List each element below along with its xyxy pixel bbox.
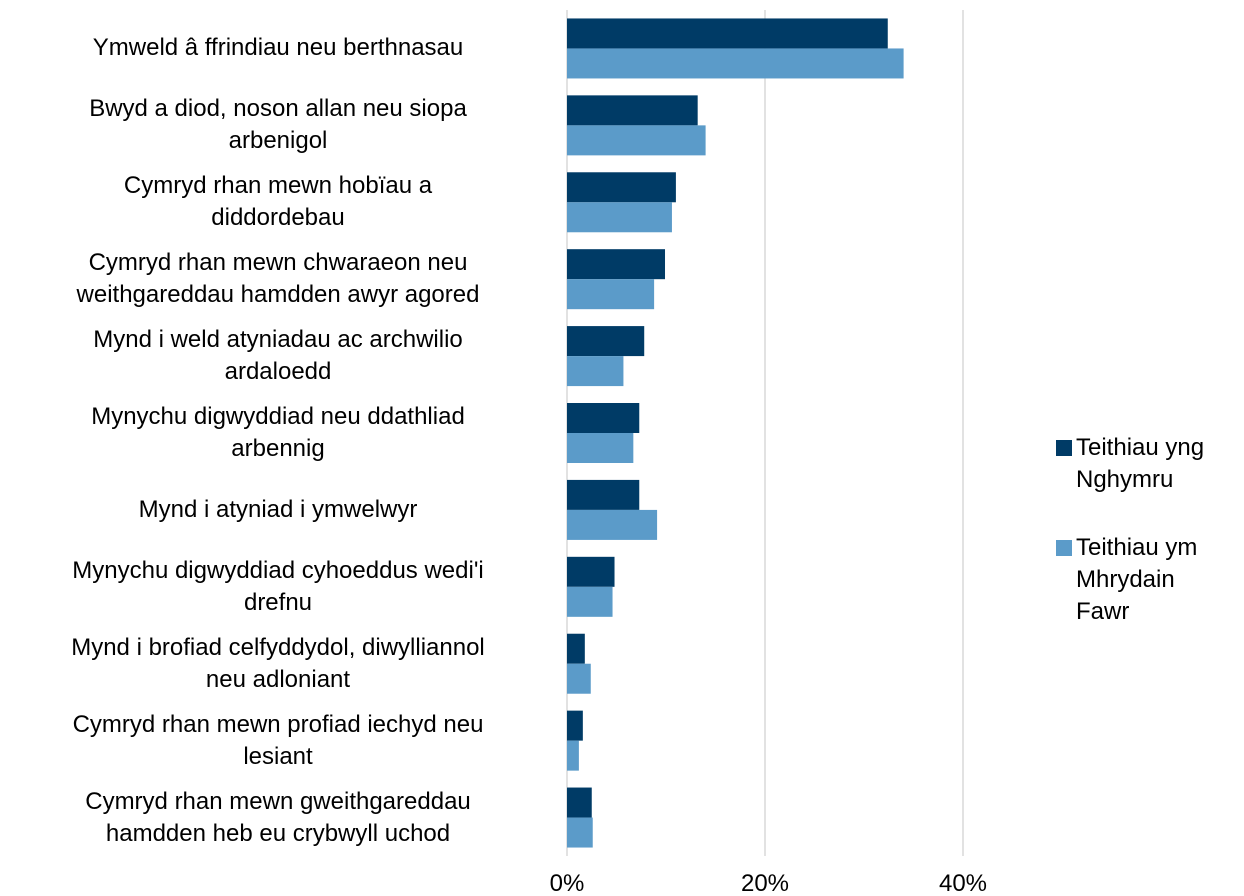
bar	[567, 326, 645, 357]
bar	[567, 172, 676, 203]
bar	[567, 710, 583, 741]
legend-swatch	[1056, 540, 1072, 556]
bar	[567, 18, 888, 49]
bar	[567, 95, 698, 126]
category-label: Cymryd rhan mewn profiad iechyd neu lesi…	[72, 710, 484, 770]
bar	[567, 509, 658, 540]
category-label: Bwyd a diod, noson allan neu siopa arben…	[89, 95, 467, 155]
category-label: Mynd i atyniad i ymwelwyr	[138, 495, 418, 523]
x-tick-label: 20%	[740, 870, 790, 896]
category-label: Mynychu digwyddiad neu ddathliad arbenni…	[91, 403, 465, 462]
bar	[567, 202, 672, 233]
bar	[567, 740, 579, 771]
category-label: Mynychu digwyddiad cyhoeddus wedi'i dref…	[72, 556, 484, 616]
bar	[567, 663, 591, 694]
bar	[567, 48, 904, 79]
bar	[567, 249, 666, 280]
bar	[567, 433, 634, 463]
bar	[567, 586, 613, 617]
category-label: Ymweld â ffrindiau neu berthnasau	[92, 34, 464, 62]
bar	[567, 125, 706, 156]
x-tick-label: 0%	[549, 870, 585, 896]
legend-label: Teithiau ym Mhrydain Fawr	[1076, 534, 1198, 625]
x-tick-label: 40%	[938, 870, 988, 896]
bar	[567, 479, 640, 510]
category-label: Cymryd rhan mewn hobïau a diddordebau	[123, 172, 433, 232]
bar	[567, 356, 624, 387]
bar	[567, 817, 593, 848]
bar	[567, 556, 615, 587]
bar	[567, 403, 640, 433]
category-label: Cymryd rhan mewn chwaraeon neu weithgare…	[76, 249, 480, 309]
bar	[567, 633, 585, 664]
bar	[567, 787, 592, 818]
legend-swatch	[1056, 440, 1072, 456]
category-label: Mynd i brofiad celfyddydol, diwylliannol…	[71, 633, 485, 693]
bar	[567, 279, 655, 310]
category-label: Mynd i weld atyniadau ac archwilio ardal…	[93, 326, 463, 386]
category-label: Cymryd rhan mewn gweithgareddau hamdden …	[85, 787, 471, 847]
legend-label: Teithiau yng Nghymru	[1076, 434, 1205, 493]
